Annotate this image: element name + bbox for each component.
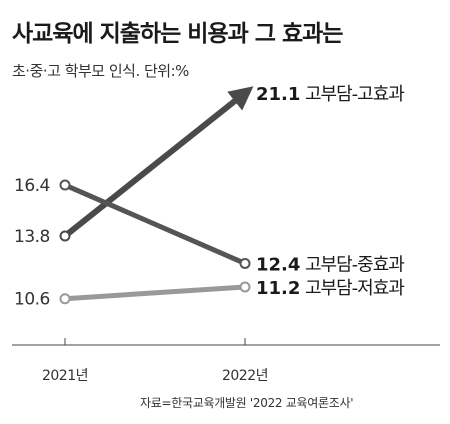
- y-value-label-2021: 10.6: [14, 290, 50, 310]
- series-line: [63, 86, 254, 239]
- data-value-label-2022: 11.2: [256, 278, 300, 299]
- x-tick-label: 2021년: [42, 368, 88, 384]
- series-name-label: 고부담-저효과: [305, 278, 404, 299]
- data-point-2021: [59, 179, 71, 191]
- data-point-2022: [239, 257, 251, 269]
- series-line: [64, 284, 246, 302]
- data-value-label-2022: 12.4: [256, 254, 300, 275]
- data-point-2021: [59, 230, 71, 242]
- y-value-label-2021: 16.4: [14, 176, 50, 196]
- x-tick-label: 2022년: [222, 368, 268, 384]
- source-note: 자료=한국교육개발원 '2022 교육여론조사': [140, 396, 354, 410]
- data-value-label-2022: 21.1: [256, 84, 300, 105]
- y-value-label-2021: 13.8: [14, 227, 50, 247]
- data-point-2022: [239, 281, 251, 293]
- chart-subtitle: 초·중·고 학부모 인식. 단위:%: [12, 62, 189, 80]
- series-name-label: 고부담-고효과: [305, 84, 404, 105]
- chart-title: 사교육에 지출하는 비용과 그 효과는: [12, 21, 343, 47]
- series-name-label: 고부담-중효과: [305, 254, 404, 275]
- series-line: [64, 182, 246, 266]
- data-point-2021: [59, 293, 71, 305]
